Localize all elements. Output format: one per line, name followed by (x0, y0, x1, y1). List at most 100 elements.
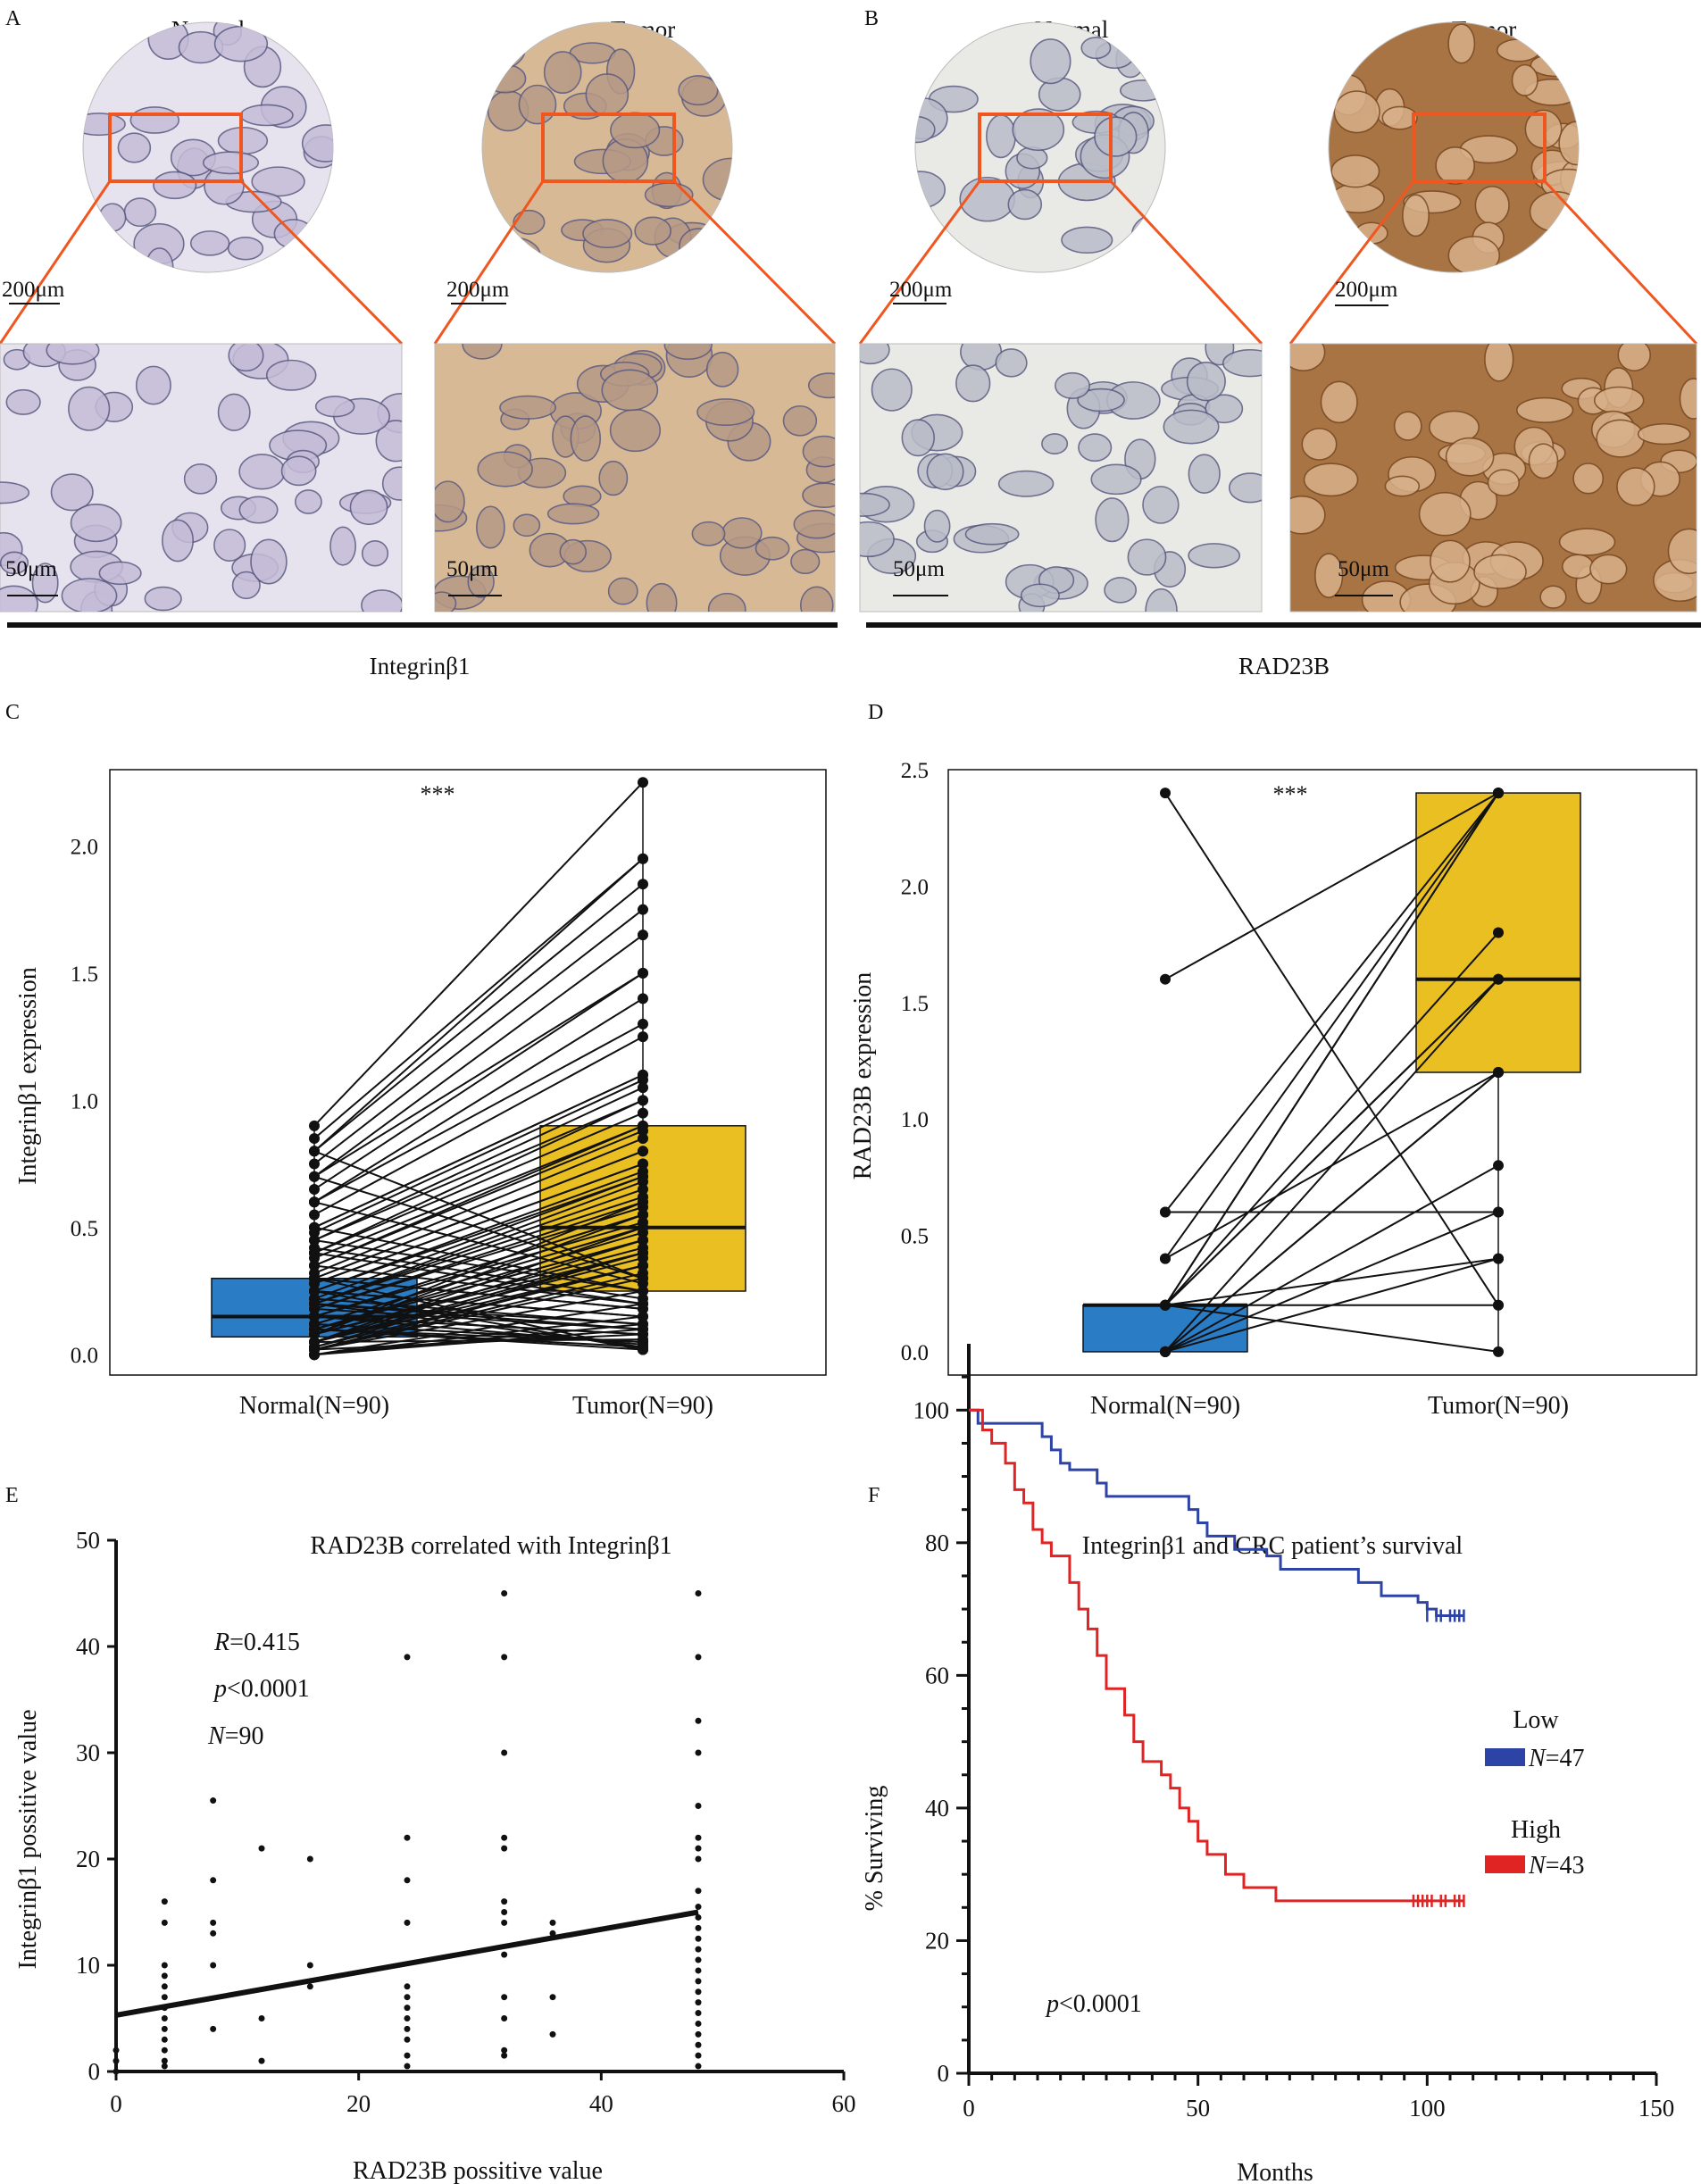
scatter-point (258, 2015, 265, 2021)
tissue-gland (482, 26, 501, 71)
tissue-gland (1667, 528, 1697, 575)
tissue-gland (1445, 437, 1495, 477)
normal-point (309, 1311, 320, 1322)
tissue-gland (1205, 394, 1244, 424)
tissue-gland (609, 408, 662, 453)
scatter-point (695, 1749, 702, 1756)
tissue-gland (986, 114, 1016, 159)
y-tick-label: 2.0 (901, 875, 929, 899)
scatter-point (501, 1845, 508, 1852)
svg-text:200μm: 200μm (889, 278, 953, 302)
tumor-point (1493, 1299, 1504, 1311)
pair-lines (313, 781, 644, 1356)
tissue-gland (1487, 469, 1521, 496)
tissue-gland (663, 344, 713, 361)
tissue-gland (1078, 433, 1113, 463)
scale-bar: 50μm (446, 557, 502, 596)
scatter-point (695, 1590, 702, 1596)
pair-line (313, 1175, 644, 1300)
x-tick-label: 50 (1186, 2095, 1210, 2121)
legend-low: Low N=47 (1485, 1706, 1584, 1772)
x-tick-label: 150 (1638, 2095, 1675, 2121)
svg-text:50μm: 50μm (5, 557, 57, 581)
pair-line (313, 1124, 644, 1259)
scatter-point (161, 2063, 168, 2070)
y-tick-label: 1.5 (71, 963, 98, 987)
legend-swatch (1485, 1855, 1525, 1873)
panel-label-F: F (868, 1484, 880, 1507)
tissue-gland (1080, 37, 1112, 60)
tumor-point (638, 904, 648, 915)
tissue-gland (705, 351, 739, 388)
tissue-gland (1447, 236, 1501, 272)
tissue-gland (1290, 495, 1326, 535)
tissue-gland (375, 420, 402, 463)
svg-text:50μm: 50μm (893, 557, 945, 581)
tumor-point (638, 1221, 648, 1233)
tissue-gland (570, 415, 602, 462)
scatter-point (404, 1877, 411, 1884)
scatter-point (695, 1978, 702, 1985)
scale-bar: 50μm (5, 557, 58, 596)
survival-curve-low (969, 1408, 1464, 1618)
tissue-gland (499, 395, 556, 420)
panel-label-A: A (5, 7, 21, 30)
scatter-point (113, 2046, 120, 2054)
panel-label-E: E (5, 1484, 19, 1507)
y-tick-label: 0 (938, 2060, 950, 2087)
zoom-line (858, 180, 981, 345)
tissue-gland (1539, 585, 1567, 609)
tissue-gland (231, 571, 261, 600)
tissue-gland (1090, 463, 1142, 496)
tissue-gland (482, 25, 527, 70)
scatter-point (549, 2030, 556, 2038)
pair-line (313, 1138, 644, 1274)
tissue-gland (1128, 22, 1164, 46)
scatter-point (113, 2068, 120, 2075)
pair-line (313, 1112, 644, 1255)
stat-p: p<0.0001 (213, 1675, 310, 1703)
scatter-point (501, 1994, 508, 2001)
tissue-gland (1572, 463, 1605, 495)
tissue-gland (61, 578, 118, 612)
tissue-gland (1384, 475, 1421, 497)
normal-point (309, 1209, 320, 1221)
pair-line (1164, 1164, 1499, 1353)
panel-label-D: D (868, 701, 883, 724)
scatter-point (695, 1924, 702, 1931)
tissue-gland (68, 386, 111, 431)
pair-line (1164, 792, 1499, 980)
tissue-gland (228, 344, 264, 372)
scatter-point (161, 2025, 168, 2032)
chart-f: F Integrinβ1 and CRC patient’s survival … (861, 1344, 1674, 2184)
y-tick-label: 1.0 (901, 1108, 929, 1132)
tissue-gland (477, 451, 533, 488)
tissue-gland (698, 250, 732, 272)
tissue-gland (959, 176, 1015, 222)
tissue-gland (1020, 583, 1060, 608)
scatter-point (404, 2052, 411, 2059)
tissue-gland (381, 466, 402, 501)
tissue-gland (802, 482, 835, 509)
tumor-point (638, 1133, 648, 1145)
y-tick-label: 50 (76, 1527, 100, 1554)
y-tick-label: 10 (76, 1952, 100, 1979)
legend-n: N=43 (1528, 1852, 1584, 1880)
tissue-gland (582, 219, 633, 249)
scatter-point (695, 2030, 702, 2038)
legend-n: N=47 (1528, 1745, 1584, 1772)
pair-line (313, 857, 644, 1139)
scatter-point (501, 1909, 508, 1915)
y-ticks: 0.0 0.5 1.0 1.5 2.0 (71, 835, 98, 1368)
normal-point (309, 1196, 320, 1208)
tissue-gland (435, 591, 457, 612)
scatter-point (161, 1994, 168, 2001)
scatter-point (501, 2046, 508, 2054)
tissue-gland (129, 106, 180, 134)
tumor-point (638, 1235, 648, 1246)
y-tick-label: 0.5 (901, 1225, 929, 1249)
tissue-gland (1355, 221, 1388, 245)
scatter-point (404, 1994, 411, 2001)
tissue-gland (1095, 497, 1130, 543)
pair-line (313, 1073, 644, 1229)
